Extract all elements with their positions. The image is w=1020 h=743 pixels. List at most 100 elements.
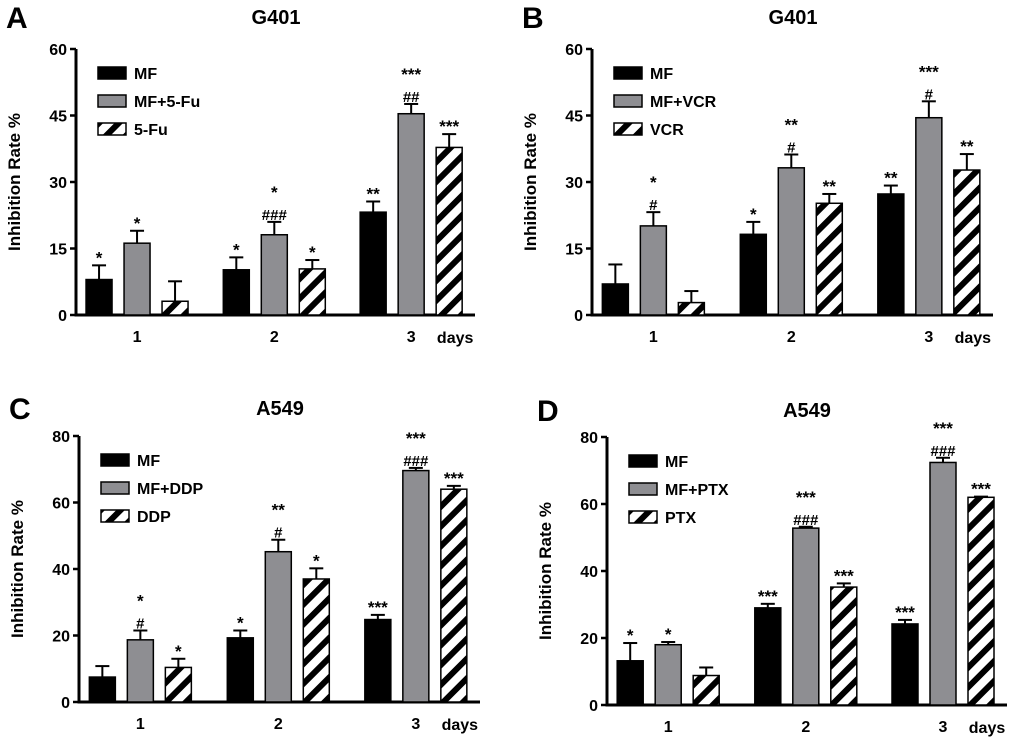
y-tick-label: 80 xyxy=(52,429,70,446)
x-tick-label: 1 xyxy=(649,329,658,346)
x-tick-label: 3 xyxy=(411,716,420,733)
bar xyxy=(967,496,995,706)
x-axis-label: days xyxy=(442,717,479,734)
significance-mark: ** xyxy=(823,177,837,196)
significance-mark: ** xyxy=(367,185,381,204)
bar xyxy=(85,278,113,316)
significance-mark: *** xyxy=(933,419,953,438)
legend-label: MF xyxy=(650,66,673,83)
significance-mark: ### xyxy=(262,207,288,224)
x-tick-label: 2 xyxy=(787,329,796,346)
significance-mark: # xyxy=(274,525,283,542)
significance-mark: * xyxy=(137,592,144,611)
legend-swatch xyxy=(628,454,658,468)
significance-mark: ** xyxy=(785,116,799,135)
legend-label: MF+PTX xyxy=(665,482,729,499)
y-tick-label: 0 xyxy=(574,308,583,325)
significance-mark: ** xyxy=(884,169,898,188)
bar xyxy=(877,193,905,316)
y-tick-label: 60 xyxy=(565,42,583,59)
bar xyxy=(298,268,327,316)
legend-swatch xyxy=(613,122,643,136)
panel-letter: B xyxy=(522,2,544,35)
legend-swatch xyxy=(613,66,643,80)
x-tick-label: 3 xyxy=(939,719,948,736)
panel-letter: D xyxy=(537,395,559,428)
x-axis-label: days xyxy=(437,330,474,347)
significance-mark: * xyxy=(237,614,244,633)
significance-mark: # xyxy=(787,140,796,157)
legend-swatch xyxy=(100,453,130,467)
y-tick-label: 15 xyxy=(565,242,583,259)
significance-mark: * xyxy=(175,642,182,661)
bar xyxy=(435,146,463,316)
legend-label: MF xyxy=(134,66,157,83)
bar xyxy=(123,242,151,316)
legend-label: MF+DDP xyxy=(137,481,204,498)
chart-title: G401 xyxy=(252,7,301,29)
legend-swatch xyxy=(97,94,127,108)
significance-mark: *** xyxy=(406,429,426,448)
bar xyxy=(222,269,251,316)
panel-d: D A549 Inhibition Rate % 0 20 40 60 80 1 2 3 days * *… xyxy=(510,369,1020,738)
significance-mark: * xyxy=(750,205,757,224)
y-tick-label: 60 xyxy=(580,497,598,514)
legend-swatch xyxy=(628,482,658,496)
bar xyxy=(830,586,858,706)
x-tick-label: 2 xyxy=(274,716,283,733)
y-tick-label: 40 xyxy=(52,562,70,579)
legend-label: DDP xyxy=(137,509,171,526)
y-tick-label: 15 xyxy=(49,242,67,259)
significance-mark: ### xyxy=(930,443,956,460)
bar xyxy=(402,469,430,703)
significance-mark: # xyxy=(136,616,145,633)
legend-label: PTX xyxy=(665,510,696,527)
bar xyxy=(777,167,806,316)
y-tick-label: 30 xyxy=(565,175,583,192)
significance-mark: *** xyxy=(401,65,421,84)
y-axis-label: Inhibition Rate % xyxy=(536,502,555,640)
significance-mark: *** xyxy=(439,117,459,136)
significance-mark: * xyxy=(96,248,103,267)
significance-mark: *** xyxy=(895,603,915,622)
bar xyxy=(891,623,919,706)
significance-mark: *** xyxy=(368,598,388,617)
significance-mark: *** xyxy=(971,480,991,499)
bar xyxy=(754,607,782,706)
chart-title: A549 xyxy=(256,398,304,420)
x-tick-label: 1 xyxy=(133,329,142,346)
legend-swatch xyxy=(100,481,130,495)
y-tick-label: 0 xyxy=(61,695,70,712)
significance-mark: *** xyxy=(834,566,854,585)
chart-title: G401 xyxy=(769,7,818,29)
bar xyxy=(440,488,468,703)
x-axis-label: days xyxy=(955,330,992,347)
x-tick-label: 2 xyxy=(270,329,279,346)
y-tick-label: 45 xyxy=(49,109,67,126)
significance-mark: *** xyxy=(796,488,816,507)
bar xyxy=(815,202,844,316)
bar xyxy=(364,618,392,703)
bar xyxy=(161,300,189,316)
y-tick-label: 80 xyxy=(580,430,598,447)
significance-mark: * xyxy=(313,551,320,570)
legend-swatch xyxy=(97,66,127,80)
significance-mark: *** xyxy=(758,587,778,606)
bar xyxy=(639,225,668,316)
bar xyxy=(739,233,768,316)
legend-label: VCR xyxy=(650,122,684,139)
significance-mark: # xyxy=(925,86,934,103)
significance-mark: ## xyxy=(403,89,420,106)
significance-mark: * xyxy=(134,214,141,233)
bar xyxy=(792,527,820,706)
panel-a: A G401 Inhibition Rate % 0 15 30 45 60 1 2 3 days * *… xyxy=(0,0,510,369)
significance-mark: * xyxy=(627,626,634,645)
legend-swatch xyxy=(100,509,130,523)
panel-b: B G401 Inhibition Rate % 0 15 30 45 60 1 2 3 days * *… xyxy=(510,0,1020,369)
bar xyxy=(692,674,720,706)
y-tick-label: 40 xyxy=(580,564,598,581)
